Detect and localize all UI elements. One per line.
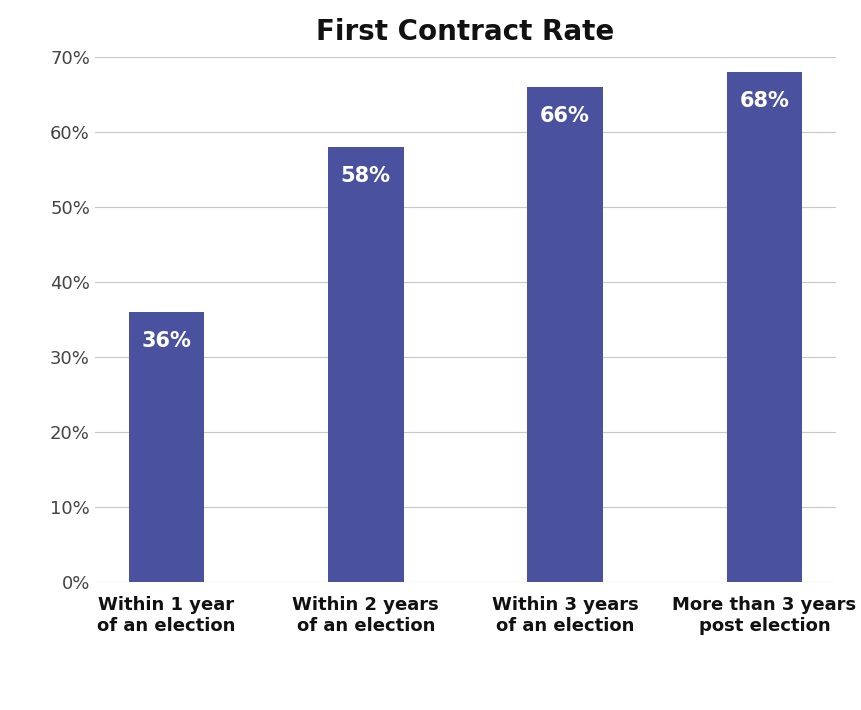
Bar xyxy=(327,147,403,582)
Text: 66%: 66% xyxy=(540,106,590,126)
Text: 68%: 68% xyxy=(739,91,789,111)
Bar xyxy=(726,72,802,582)
Text: 58%: 58% xyxy=(340,165,390,185)
Bar xyxy=(527,87,603,582)
Title: First Contract Rate: First Contract Rate xyxy=(316,18,614,46)
Bar xyxy=(128,312,204,582)
Text: 36%: 36% xyxy=(141,331,191,351)
